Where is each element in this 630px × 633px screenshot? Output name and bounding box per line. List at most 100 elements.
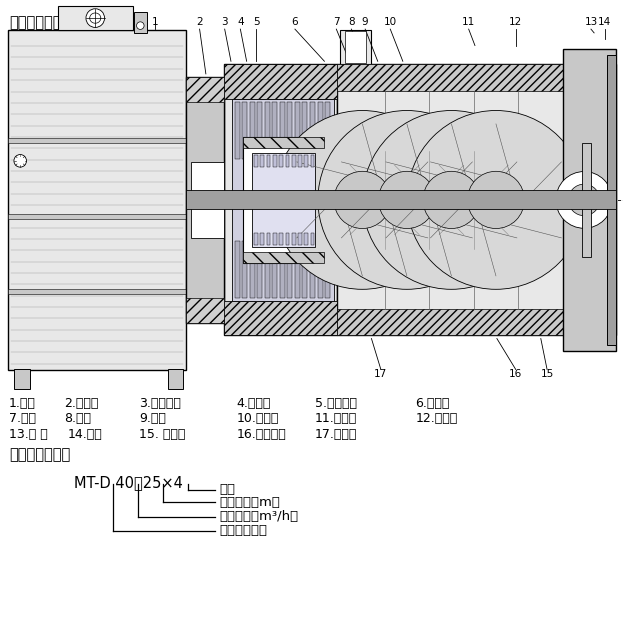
Bar (310, 102, 315, 159)
Text: 17.止推盘: 17.止推盘 (315, 428, 357, 441)
Text: 9: 9 (362, 16, 369, 27)
Bar (292, 233, 295, 245)
Text: 8.叶轮: 8.叶轮 (64, 412, 91, 425)
Text: 结构形式如下：: 结构形式如下： (9, 15, 70, 30)
Bar (272, 102, 277, 159)
Bar (134, 12, 147, 33)
Bar (318, 102, 323, 159)
Bar (260, 233, 264, 245)
Text: 6: 6 (292, 16, 298, 27)
Bar (243, 137, 324, 148)
Bar (243, 241, 247, 298)
Text: 7: 7 (333, 16, 340, 27)
Circle shape (86, 9, 105, 27)
Bar (325, 102, 330, 159)
Bar (287, 102, 292, 159)
Bar (243, 137, 324, 263)
Bar (186, 77, 224, 323)
Circle shape (334, 172, 391, 229)
Bar (340, 30, 372, 65)
Bar (243, 251, 324, 263)
Circle shape (318, 111, 496, 289)
Text: 4.隔离套: 4.隔离套 (237, 396, 271, 410)
Text: 6.吸入段: 6.吸入段 (415, 396, 450, 410)
Text: 5.内磁转子: 5.内磁转子 (315, 396, 357, 410)
Bar (224, 301, 337, 335)
Circle shape (407, 111, 585, 289)
Bar (318, 241, 323, 298)
Bar (168, 369, 183, 389)
Bar (8, 138, 186, 143)
Text: （二）型号说明: （二）型号说明 (9, 448, 70, 463)
Text: 16.平衡环套: 16.平衡环套 (237, 428, 287, 441)
Circle shape (568, 184, 600, 216)
Bar (265, 241, 270, 298)
Bar (292, 154, 295, 167)
Text: 10.叶出段: 10.叶出段 (237, 412, 279, 425)
Bar (186, 191, 616, 210)
Bar (345, 31, 367, 63)
Text: 15. 平衡盘: 15. 平衡盘 (139, 428, 186, 441)
Bar (304, 233, 308, 245)
Text: 12: 12 (509, 16, 522, 27)
Text: 单级扬程（m）: 单级扬程（m） (219, 496, 280, 509)
Text: 10: 10 (384, 16, 397, 27)
Text: 5: 5 (253, 16, 260, 27)
Circle shape (137, 22, 144, 29)
Bar (607, 55, 616, 345)
Circle shape (14, 154, 26, 167)
Bar (298, 154, 302, 167)
Bar (224, 65, 337, 99)
Circle shape (273, 111, 451, 289)
Text: 3: 3 (221, 16, 228, 27)
Text: 级数: 级数 (219, 484, 235, 496)
Bar (14, 369, 30, 389)
Bar (8, 30, 186, 370)
Bar (311, 154, 314, 167)
Bar (265, 102, 270, 159)
Text: 11.轴承体: 11.轴承体 (315, 412, 357, 425)
Bar (273, 233, 277, 245)
Text: 12.密封套: 12.密封套 (415, 412, 457, 425)
Bar (8, 214, 186, 219)
Text: 1: 1 (152, 16, 158, 27)
Bar (311, 233, 314, 245)
Bar (337, 65, 616, 91)
Text: 14.泵轴: 14.泵轴 (67, 428, 102, 441)
Text: 7.导叶: 7.导叶 (9, 412, 36, 425)
Bar (254, 233, 258, 245)
Bar (298, 233, 302, 245)
Bar (325, 241, 330, 298)
Bar (272, 241, 277, 298)
Text: 1.电机: 1.电机 (9, 396, 36, 410)
Text: 泵的流量（m³/h）: 泵的流量（m³/h） (219, 510, 298, 523)
Bar (235, 102, 240, 159)
Bar (243, 102, 247, 159)
Bar (254, 154, 258, 167)
Bar (232, 99, 334, 301)
Text: MT-D 40－25×4: MT-D 40－25×4 (74, 475, 183, 491)
Text: 2.联接架: 2.联接架 (64, 396, 98, 410)
Bar (295, 102, 300, 159)
Circle shape (362, 111, 541, 289)
Bar (279, 233, 283, 245)
Bar (257, 102, 262, 159)
Text: 2: 2 (197, 16, 203, 27)
Text: 3.外磁转子: 3.外磁转子 (139, 396, 181, 410)
Bar (280, 102, 285, 159)
Bar (337, 65, 616, 335)
Text: 11: 11 (462, 16, 475, 27)
Text: 15: 15 (541, 370, 554, 379)
Bar (279, 154, 283, 167)
Text: 9.中段: 9.中段 (139, 412, 166, 425)
Bar (186, 298, 224, 323)
Bar (266, 154, 270, 167)
Bar (8, 289, 186, 294)
Bar (266, 233, 270, 245)
Bar (581, 143, 591, 256)
Circle shape (467, 172, 524, 229)
Circle shape (556, 172, 612, 229)
Bar (192, 162, 224, 238)
Bar (257, 241, 262, 298)
Bar (302, 102, 307, 159)
